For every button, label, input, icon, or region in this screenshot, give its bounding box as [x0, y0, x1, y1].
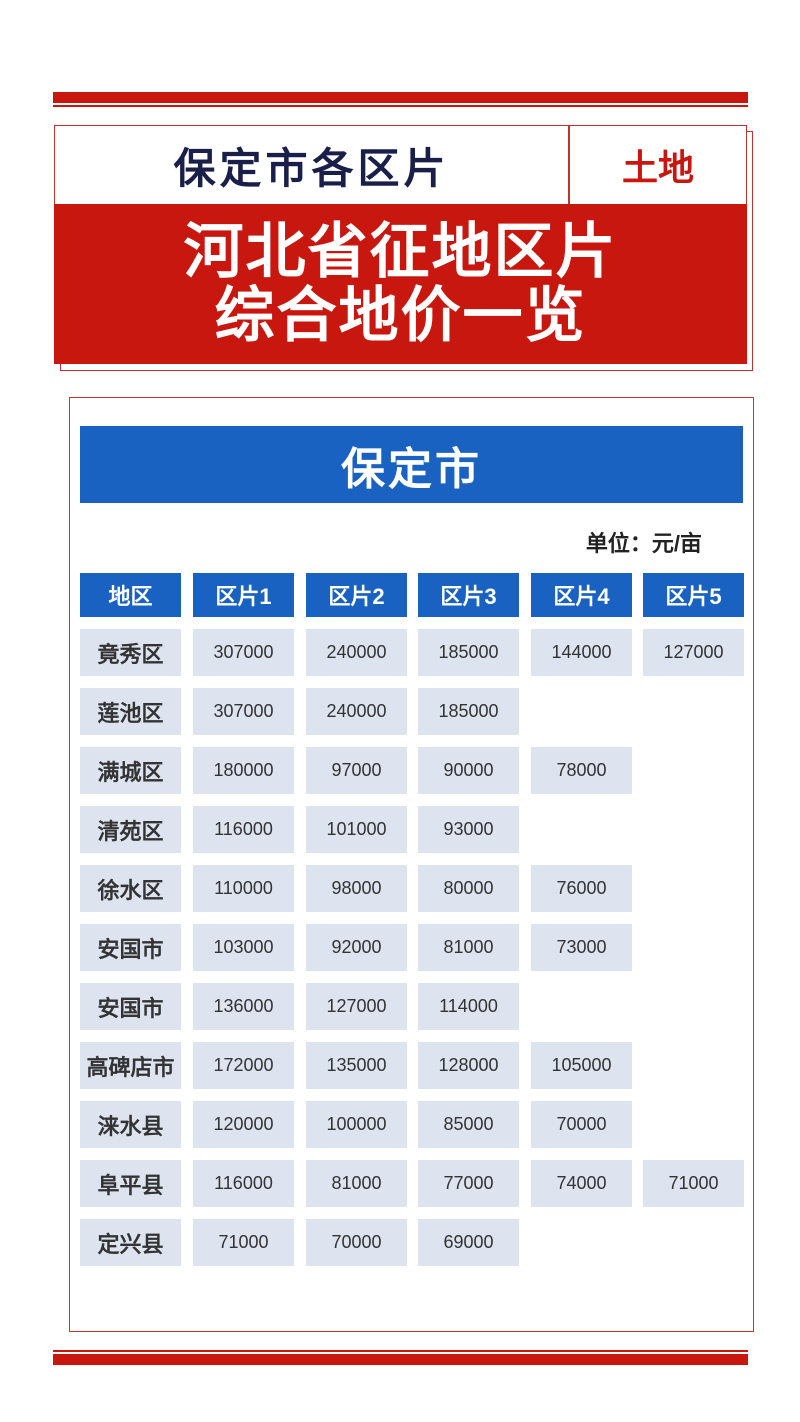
price-cell: 98000 [306, 865, 407, 912]
price-cell: 69000 [418, 1219, 519, 1266]
price-cell: 136000 [193, 983, 294, 1030]
price-cell: 71000 [193, 1219, 294, 1266]
price-cell: 128000 [418, 1042, 519, 1089]
price-cell: 180000 [193, 747, 294, 794]
column-header: 区片2 [306, 573, 407, 617]
price-cell: 127000 [306, 983, 407, 1030]
price-cell: 185000 [418, 688, 519, 735]
region-name-cell: 安国市 [80, 983, 181, 1030]
price-cell: 110000 [193, 865, 294, 912]
price-cell: 100000 [306, 1101, 407, 1148]
region-name-cell: 定兴县 [80, 1219, 181, 1266]
column-header: 区片1 [193, 573, 294, 617]
price-cell: 70000 [531, 1101, 632, 1148]
title-block: 河北省征地区片 综合地价一览 [54, 204, 747, 364]
price-cell: 240000 [306, 688, 407, 735]
price-cell: 81000 [418, 924, 519, 971]
region-name-cell: 安国市 [80, 924, 181, 971]
price-cell: 85000 [418, 1101, 519, 1148]
column-header: 区片3 [418, 573, 519, 617]
column-header: 区片5 [643, 573, 744, 617]
title-line-1: 河北省征地区片 [183, 218, 618, 285]
price-cell: 76000 [531, 865, 632, 912]
region-name-cell: 涞水县 [80, 1101, 181, 1148]
price-cell: 127000 [643, 629, 744, 676]
region-name-cell: 高碑店市 [80, 1042, 181, 1089]
price-cell: 307000 [193, 688, 294, 735]
price-cell: 74000 [531, 1160, 632, 1207]
bottom-decor-bar [53, 1354, 748, 1365]
region-name-cell: 满城区 [80, 747, 181, 794]
price-cell: 78000 [531, 747, 632, 794]
price-cell: 116000 [193, 806, 294, 853]
bottom-decor-line [53, 1350, 748, 1352]
unit-label: 单位：元/亩 [585, 531, 702, 556]
region-name-cell: 莲池区 [80, 688, 181, 735]
region-name-cell: 清苑区 [80, 806, 181, 853]
price-cell: 144000 [531, 629, 632, 676]
price-cell: 77000 [418, 1160, 519, 1207]
price-cell: 103000 [193, 924, 294, 971]
price-cell: 185000 [418, 629, 519, 676]
price-cell: 90000 [418, 747, 519, 794]
price-cell: 105000 [531, 1042, 632, 1089]
content-panel [69, 397, 754, 1332]
header-divider [568, 126, 570, 204]
price-cell: 92000 [306, 924, 407, 971]
top-decor-line [53, 105, 748, 107]
header-tag: 土地 [621, 147, 694, 188]
column-header: 地区 [80, 573, 181, 617]
price-cell: 114000 [418, 983, 519, 1030]
price-cell: 93000 [418, 806, 519, 853]
price-cell: 73000 [531, 924, 632, 971]
price-cell: 240000 [306, 629, 407, 676]
header-box: 保定市各区片 土地 [54, 125, 747, 205]
region-name-cell: 阜平县 [80, 1160, 181, 1207]
price-cell: 116000 [193, 1160, 294, 1207]
price-cell: 172000 [193, 1042, 294, 1089]
title-line-2: 综合地价一览 [214, 282, 587, 349]
price-cell: 120000 [193, 1101, 294, 1148]
region-name-cell: 竟秀区 [80, 629, 181, 676]
column-header: 区片4 [531, 573, 632, 617]
price-cell: 80000 [418, 865, 519, 912]
price-cell: 70000 [306, 1219, 407, 1266]
region-name-cell: 徐水区 [80, 865, 181, 912]
header-subtitle: 保定市各区片 [173, 144, 450, 192]
price-cell: 307000 [193, 629, 294, 676]
price-cell: 71000 [643, 1160, 744, 1207]
top-decor-bar [53, 92, 748, 103]
price-cell: 101000 [306, 806, 407, 853]
price-cell: 135000 [306, 1042, 407, 1089]
price-cell: 97000 [306, 747, 407, 794]
city-banner: 保定市 [80, 426, 743, 503]
price-cell: 81000 [306, 1160, 407, 1207]
